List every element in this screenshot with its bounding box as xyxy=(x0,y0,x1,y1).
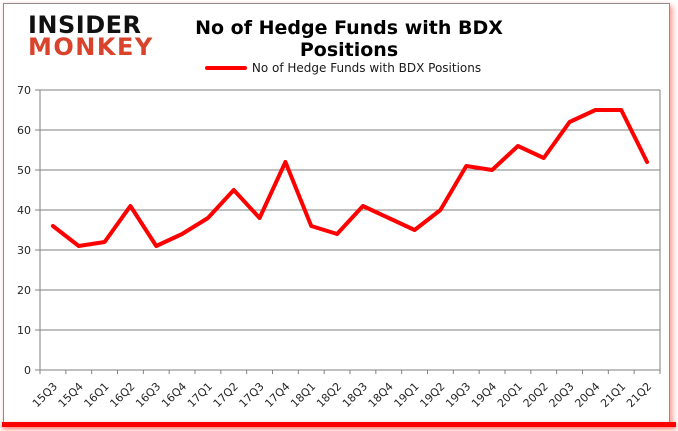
legend-line-marker xyxy=(204,66,247,70)
x-tick-label: 19Q2 xyxy=(417,380,447,410)
insider-monkey-logo: INSIDER MONKEY xyxy=(28,13,154,59)
x-tick-label: 18Q3 xyxy=(340,380,370,410)
x-tick-label: 20Q4 xyxy=(572,380,602,410)
y-tick-label: 10 xyxy=(17,324,31,337)
bottom-accent-bar xyxy=(2,422,676,427)
x-tick-label: 16Q3 xyxy=(133,380,163,410)
x-tick-label: 15Q4 xyxy=(56,380,86,410)
x-tick-label: 18Q4 xyxy=(366,380,396,410)
logo-monkey-text: MONKEY xyxy=(28,33,154,61)
x-tick-label: 21Q1 xyxy=(598,380,628,410)
y-tick-label: 40 xyxy=(17,204,31,217)
x-tick-label: 17Q4 xyxy=(262,380,292,410)
x-tick-label: 17Q1 xyxy=(185,380,215,410)
x-tick-label: 15Q3 xyxy=(30,380,60,410)
x-tick-label: 19Q3 xyxy=(443,380,473,410)
y-tick-label: 30 xyxy=(17,244,31,257)
x-tick-label: 20Q3 xyxy=(547,380,577,410)
x-tick-label: 21Q2 xyxy=(624,380,654,410)
y-tick-label: 50 xyxy=(17,164,31,177)
y-tick-label: 20 xyxy=(17,284,31,297)
y-tick-label: 60 xyxy=(17,124,31,137)
x-tick-label: 19Q4 xyxy=(469,380,499,410)
data-series-line xyxy=(50,108,650,248)
x-tick-label: 20Q1 xyxy=(495,380,525,410)
legend: No of Hedge Funds with BDX Positions xyxy=(4,60,678,76)
logo-insider-text: INSIDER xyxy=(28,11,142,39)
x-tick-label: 18Q2 xyxy=(314,380,344,410)
x-tick-label: 19Q1 xyxy=(392,380,422,410)
chart-title: No of Hedge Funds with BDX Positions xyxy=(195,17,503,61)
x-tick-label: 17Q3 xyxy=(237,380,267,410)
x-tick-label: 16Q4 xyxy=(159,380,189,410)
x-tick-label: 16Q2 xyxy=(107,380,137,410)
x-tick-label: 18Q1 xyxy=(288,380,318,410)
x-tick-label: 16Q1 xyxy=(82,380,112,410)
y-tick-label: 70 xyxy=(17,84,31,97)
y-tick-label: 0 xyxy=(24,364,31,377)
x-tick-label: 17Q2 xyxy=(211,380,241,410)
chart-card: INSIDER MONKEY No of Hedge Funds with BD… xyxy=(3,3,670,423)
legend-label: No of Hedge Funds with BDX Positions xyxy=(251,61,482,75)
x-tick-label: 20Q2 xyxy=(521,380,551,410)
